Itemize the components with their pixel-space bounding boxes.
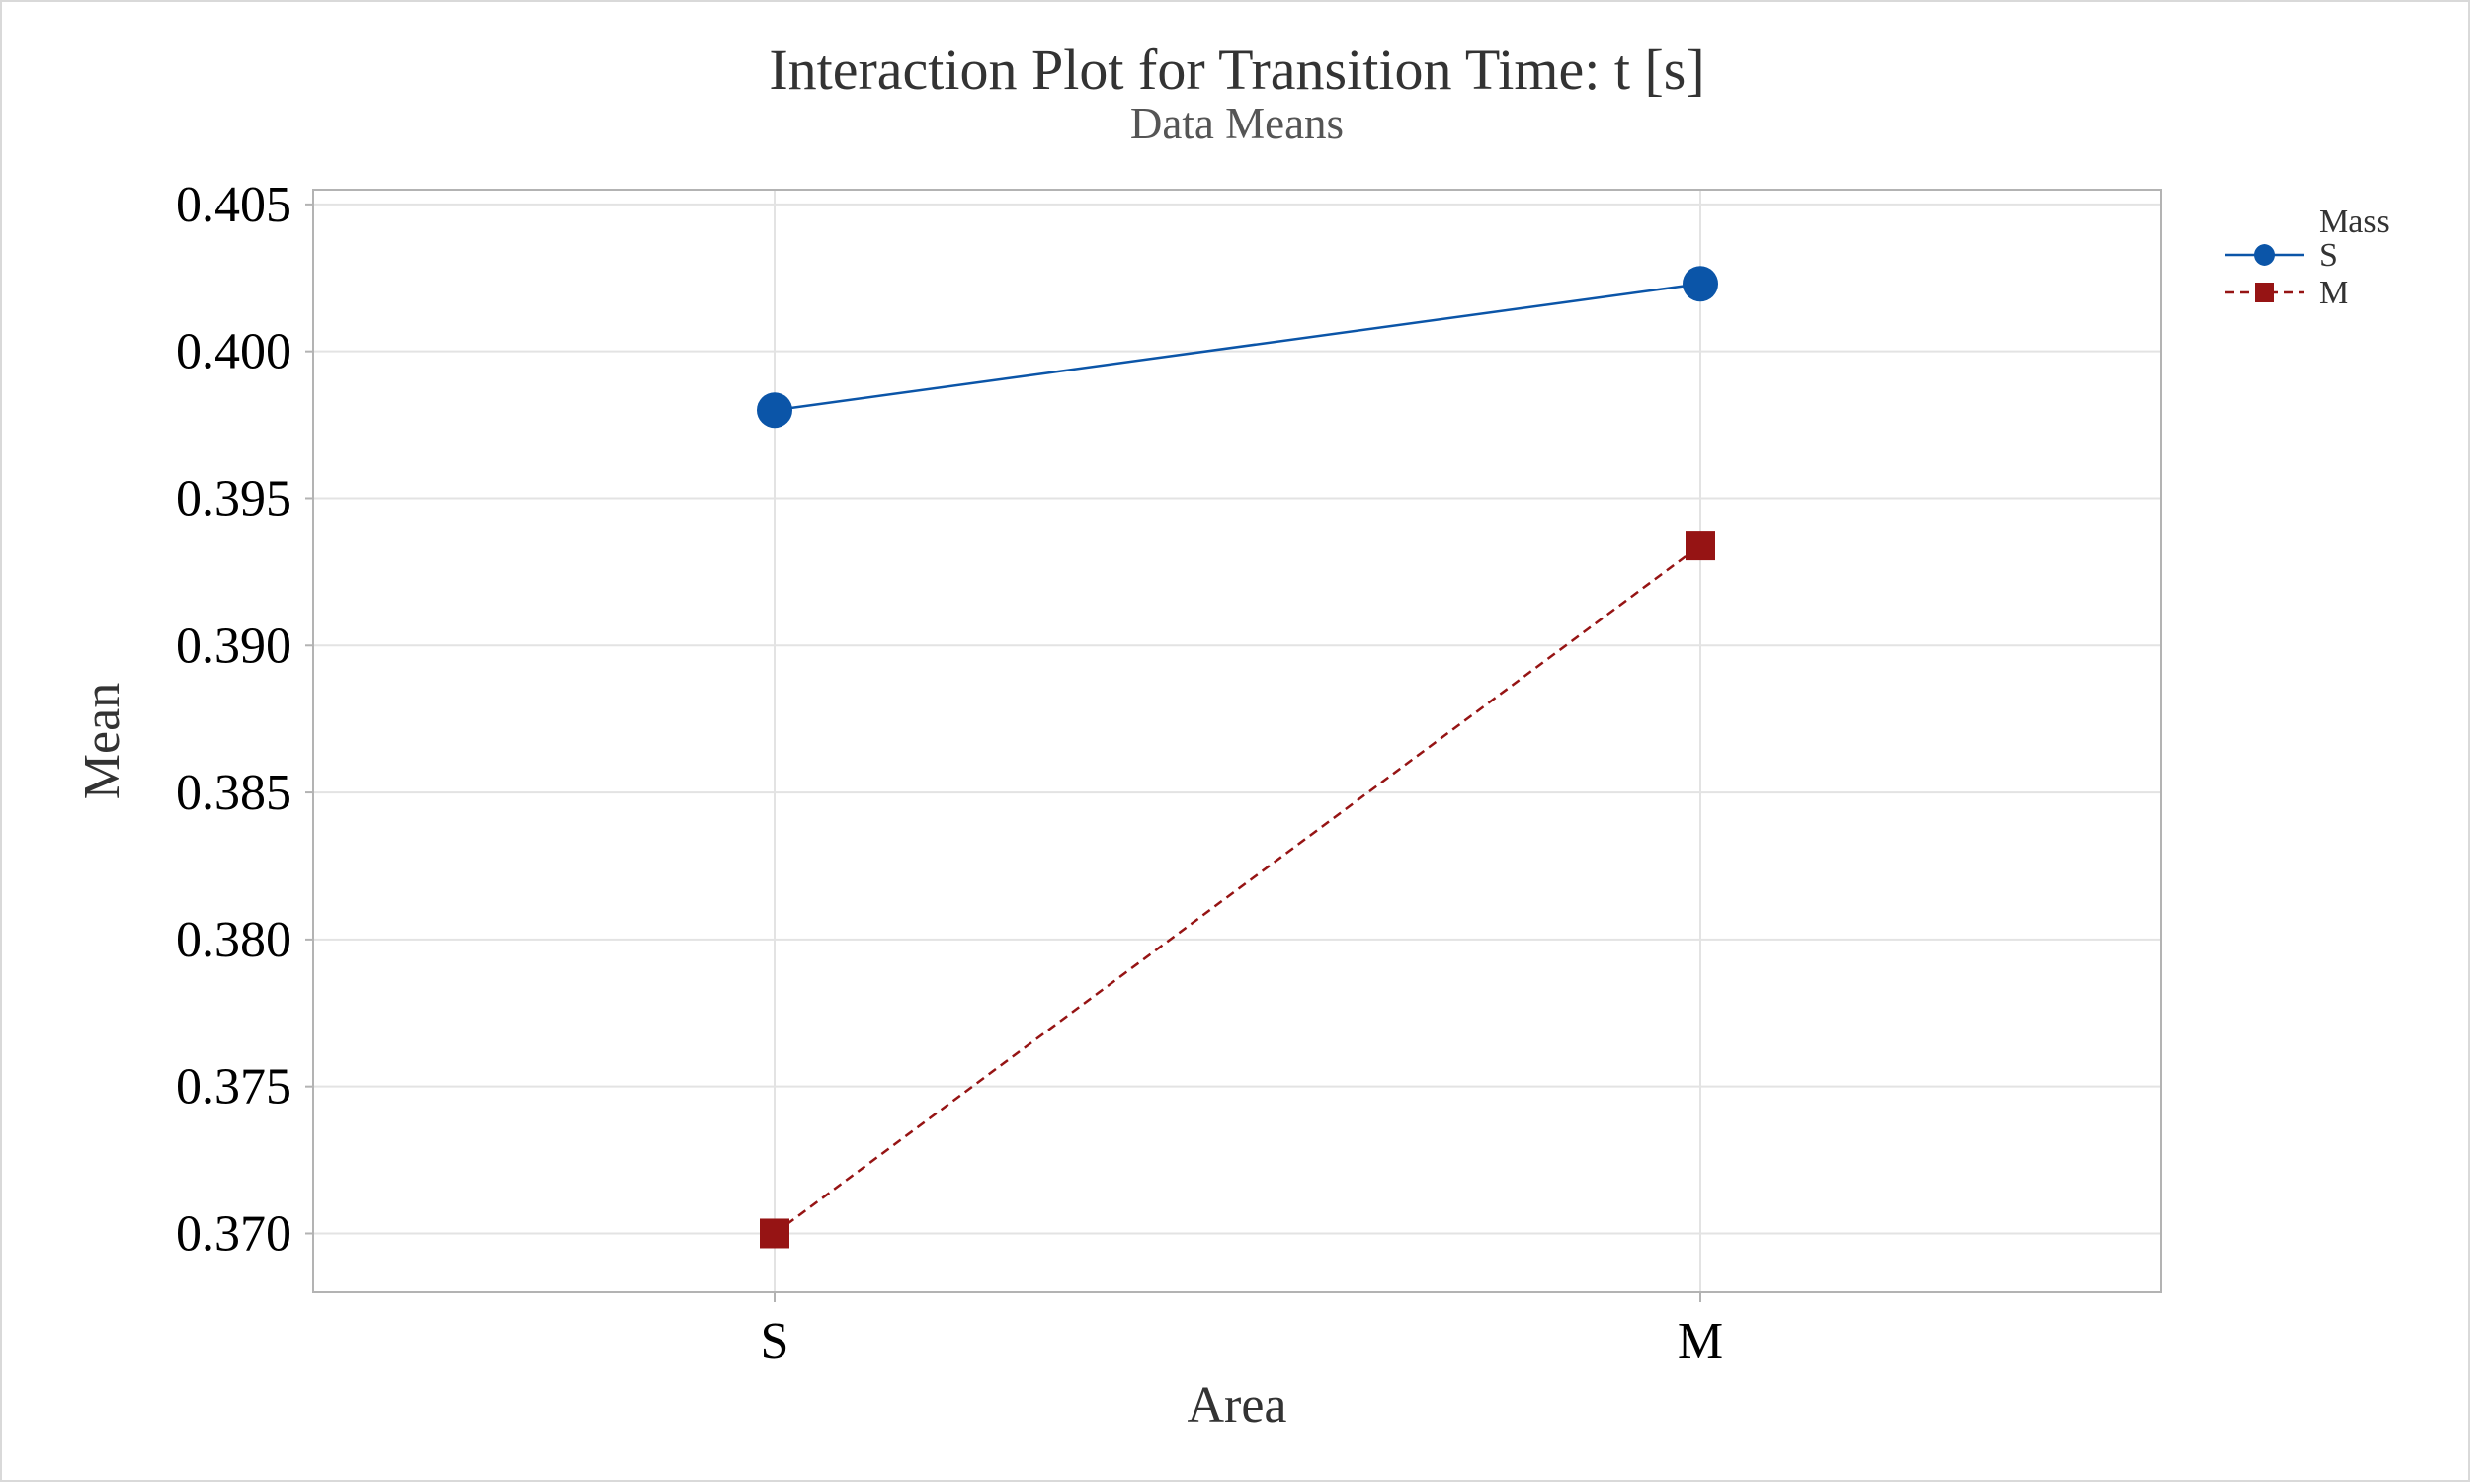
plot-area-frame [312,189,2162,1293]
gridlines [313,190,2161,1292]
series-line-mass-s [774,282,1701,412]
legend-marker-mass-s [2254,244,2275,266]
legend-marker-mass-m [2255,283,2274,302]
x-tick-label: S [761,1313,789,1369]
y-tick-label: 0.405 [176,177,291,233]
y-tick-label: 0.380 [176,912,291,968]
series-line-mass-m [774,544,1701,1235]
y-tick-label: 0.390 [176,618,291,674]
data-point-mass-m [760,1218,789,1249]
y-axis-ticks: 0.370 0.375 0.380 0.385 0.390 0.395 0.400 0.405 [176,177,313,1262]
y-tick-label: 0.395 [176,470,291,527]
y-tick-label: 0.385 [176,765,291,821]
y-tick-label: 0.375 [176,1059,291,1115]
data-point-mass-s [757,392,792,429]
chart-title: Interaction Plot for Transition Time: t … [769,38,1704,102]
x-tick-label: M [1678,1313,1723,1369]
legend-label-mass-m: M [2319,275,2348,311]
y-tick-label: 0.400 [176,324,291,380]
series-lines [757,266,1718,1249]
legend-label-mass-s: S [2319,237,2338,274]
legend-items: SM [2225,237,2348,311]
chart-subtitle: Data Means [1130,99,1344,148]
legend-title: Mass [2319,204,2390,240]
legend: Mass SM [2225,204,2390,311]
y-axis-label: Mean [74,683,130,799]
x-axis-label: Area [1187,1377,1286,1434]
data-point-mass-m [1686,531,1715,561]
data-point-mass-s [1683,266,1718,302]
y-tick-label: 0.370 [176,1205,291,1262]
